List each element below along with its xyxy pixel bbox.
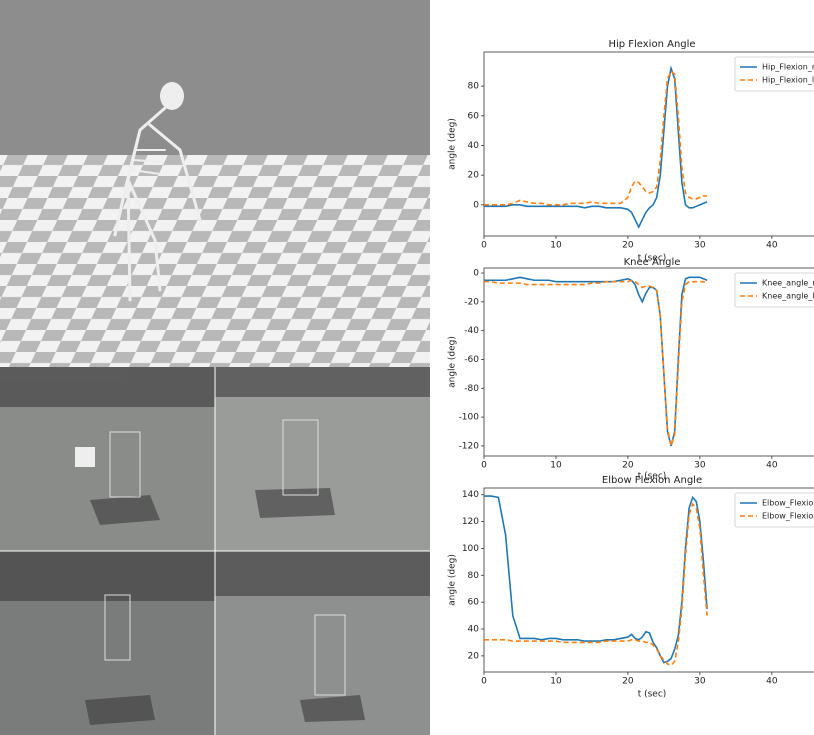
y-axis-label: angle (deg) [448, 118, 458, 170]
y-tick-label: 0 [473, 269, 479, 279]
y-tick-label: 100 [462, 544, 479, 554]
y-tick-label: 40 [468, 625, 480, 635]
y-tick-label: 120 [462, 517, 479, 527]
x-tick-label: 20 [622, 461, 634, 471]
y-tick-label: -20 [464, 297, 479, 307]
calibration-board [75, 447, 95, 467]
x-tick-label: 0 [481, 677, 487, 687]
y-tick-label: 140 [462, 490, 479, 500]
x-tick-label: 20 [622, 677, 634, 687]
y-axis-label: angle (deg) [448, 336, 458, 388]
legend-label: Knee_angle_r [762, 279, 814, 288]
series-line [484, 280, 707, 446]
x-tick-label: 40 [766, 461, 778, 471]
y-tick-label: -100 [459, 413, 480, 423]
y-tick-label: 20 [468, 651, 480, 661]
x-axis-label: t (sec) [638, 690, 667, 700]
chart-title: Knee Angle [624, 257, 681, 268]
legend-label: Knee_angle_l [762, 292, 814, 301]
legend-label: Hip_Flexion_l [762, 76, 814, 85]
y-tick-label: 80 [468, 82, 480, 92]
y-tick-label: -80 [464, 384, 479, 394]
charts: Hip Flexion Angle 0 10 20 30 40 0 20 40 60 80 t (se… [448, 39, 814, 700]
x-tick-label: 10 [550, 461, 562, 471]
x-tick-label: 40 [766, 241, 778, 251]
legend-label: Hip_Flexion_r [762, 63, 814, 72]
x-tick-label: 30 [694, 677, 706, 687]
video-panel [0, 0, 430, 735]
x-tick-label: 10 [550, 677, 562, 687]
x-tick-label: 30 [694, 461, 706, 471]
chart-title: Elbow Flexion Angle [602, 475, 702, 486]
y-tick-label: 60 [468, 111, 480, 121]
y-tick-label: 80 [468, 571, 480, 581]
chart-title: Hip Flexion Angle [608, 39, 695, 50]
series-line [484, 71, 707, 205]
y-tick-label: 60 [468, 598, 480, 608]
legend-label: Elbow_Flexion_r [762, 499, 814, 508]
x-tick-label: 10 [550, 241, 562, 251]
y-tick-label: 20 [468, 171, 480, 181]
page: Hip Flexion Angle 0 10 20 30 40 0 20 40 60 80 t (se… [0, 0, 814, 735]
series-line [484, 496, 707, 663]
y-tick-label: 0 [473, 200, 479, 210]
y-tick-label: 40 [468, 141, 480, 151]
legend-label: Elbow_Flexion_l [762, 512, 814, 521]
checker-floor [0, 155, 430, 367]
x-tick-label: 0 [481, 241, 487, 251]
x-tick-label: 30 [694, 241, 706, 251]
series-line [484, 277, 707, 446]
y-tick-label: -60 [464, 355, 479, 365]
sky [0, 0, 430, 155]
y-tick-label: -120 [459, 441, 480, 451]
x-tick-label: 40 [766, 677, 778, 687]
x-tick-label: 0 [481, 461, 487, 471]
y-tick-label: -40 [464, 326, 479, 336]
x-tick-label: 20 [622, 241, 634, 251]
y-axis-label: angle (deg) [448, 554, 458, 606]
